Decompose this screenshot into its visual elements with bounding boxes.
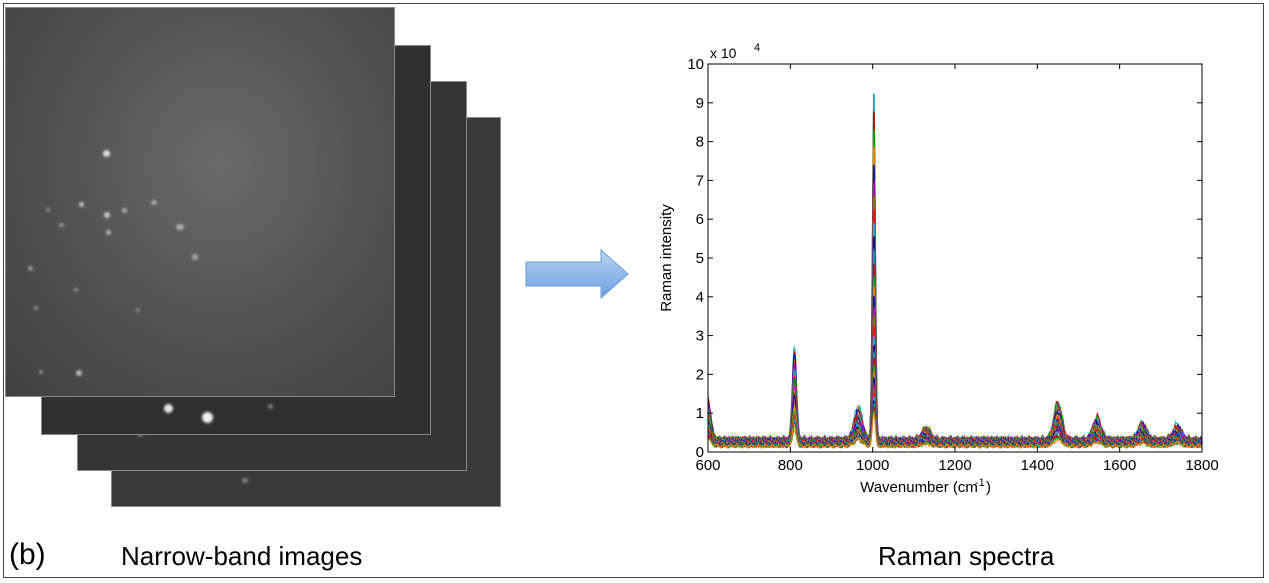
y-tick-label: 4 [696,289,704,306]
narrow-band-caption: Narrow-band images [121,541,363,571]
y-tick-label: 8 [696,134,704,151]
narrow-band-image-1 [5,7,395,397]
panel-label: (b) [9,538,46,571]
arrow-icon [525,248,629,300]
x-tick-label: 1800 [1185,457,1218,474]
y-tick-label: 1 [696,405,704,422]
x-tick-label: 1400 [1021,457,1054,474]
x-tick-label: 1200 [938,457,971,474]
figure-frame [3,3,1264,578]
x-tick-label: 800 [778,457,803,474]
x-axis-label: Wavenumber (cm [860,479,978,496]
y-tick-label: 7 [696,172,704,189]
y-axis-label: Raman intensity [658,204,675,312]
y-tick-label: 3 [696,328,704,345]
y-tick-label: 6 [696,211,704,228]
x-axis-label-end: ) [986,479,991,496]
y-tick-label: 10 [687,56,704,73]
y-tick-label: 0 [696,444,704,461]
x-tick-label: 1600 [1103,457,1136,474]
x-tick-label: 1000 [856,457,889,474]
raman-spectra-caption: Raman spectra [878,541,1055,571]
x-tick-label: 600 [695,457,720,474]
y-tick-label: 9 [696,95,704,112]
y-tick-label: 5 [696,250,704,267]
raman-spectra-chart: 600 800 1000 1200 1400 1600 1800 0 1 2 3 4 5 6 7 8 9 10 x … [658,42,1219,496]
x-axis-label-sup: -1 [975,477,985,489]
y-multiplier-exponent: 4 [754,42,760,54]
y-tick-label: 2 [696,366,704,383]
spectrum-line [707,411,1203,450]
plot-area [708,64,1202,452]
y-multiplier: x 10 [710,45,737,61]
